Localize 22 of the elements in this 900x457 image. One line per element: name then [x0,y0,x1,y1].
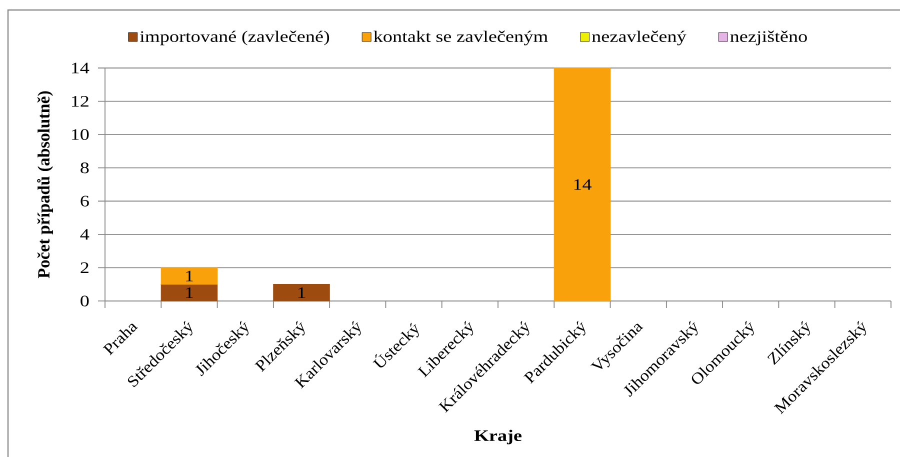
legend-label: importované (zavlečené) [140,30,330,46]
y-tick-label: 6 [80,196,89,207]
data-label: 1 [186,287,193,298]
x-axis-title: Kraje [474,430,522,444]
bar [160,267,218,285]
y-axis-title: Počet případů (absolutně) [37,91,54,278]
data-label: 14 [574,179,592,190]
bar [273,284,330,302]
legend-label: nezavlečený [592,30,686,46]
y-tick-label: 12 [72,96,88,107]
y-tick-label: 4 [80,229,90,240]
y-tick-label: 14 [72,62,90,74]
data-label: 1 [298,287,306,298]
data-label: 1 [186,270,193,282]
legend-label: nezjištěno [730,30,807,46]
y-tick-label: 0 [80,296,89,306]
bar [554,68,611,302]
bar [160,284,218,302]
y-tick-label: 8 [80,162,89,174]
legend-label: kontakt se zavlečeným [374,30,548,46]
y-tick-label: 10 [72,129,89,140]
y-tick-label: 2 [80,262,88,273]
